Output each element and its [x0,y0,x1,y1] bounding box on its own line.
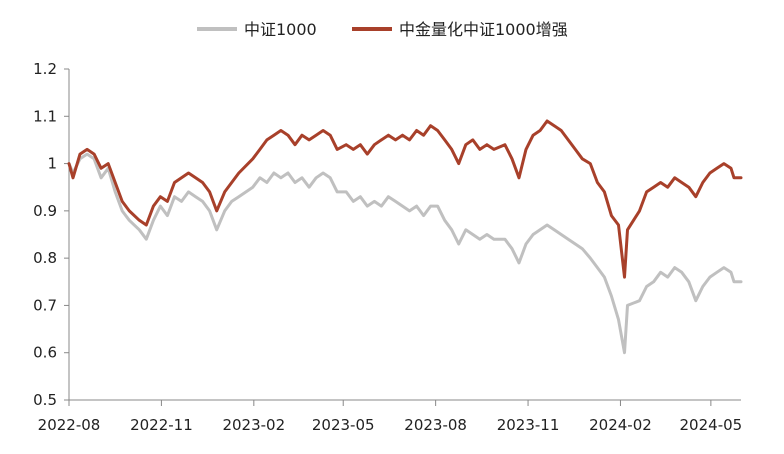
series-layer [67,119,743,355]
legend-label-1: 中证1000 [244,20,317,39]
y-tick-label: 1.1 [33,107,57,125]
x-tick-label: 2024-02 [589,416,652,434]
series-line-1 [67,152,743,355]
y-tick-label: 1 [47,155,57,173]
legend: 中证1000 中金量化中证1000增强 [197,20,568,39]
x-tick-label: 2022-11 [130,416,193,434]
x-axis: 2022-08 2022-11 2023-02 2023-05 2023-08 2023-… [38,399,743,434]
y-tick-label: 0.5 [33,391,57,409]
x-tick-label: 2023-11 [497,416,560,434]
y-tick-label: 0.7 [33,296,57,314]
x-tick-label: 2023-08 [404,416,467,434]
y-tick-label: 0.8 [33,249,57,267]
x-tick-label: 2023-02 [222,416,285,434]
y-axis: 0.5 0.6 0.7 0.8 0.9 1 1.1 1.2 [33,60,70,409]
x-tick-label: 2023-05 [312,416,375,434]
y-tick-label: 0.6 [33,344,57,362]
y-tick-label: 1.2 [33,60,57,78]
legend-label-2: 中金量化中证1000增强 [399,20,568,39]
series-line-2 [67,119,743,279]
x-tick-label: 2022-08 [38,416,101,434]
y-tick-label: 0.9 [33,202,57,220]
x-tick-label: 2024-05 [680,416,743,434]
